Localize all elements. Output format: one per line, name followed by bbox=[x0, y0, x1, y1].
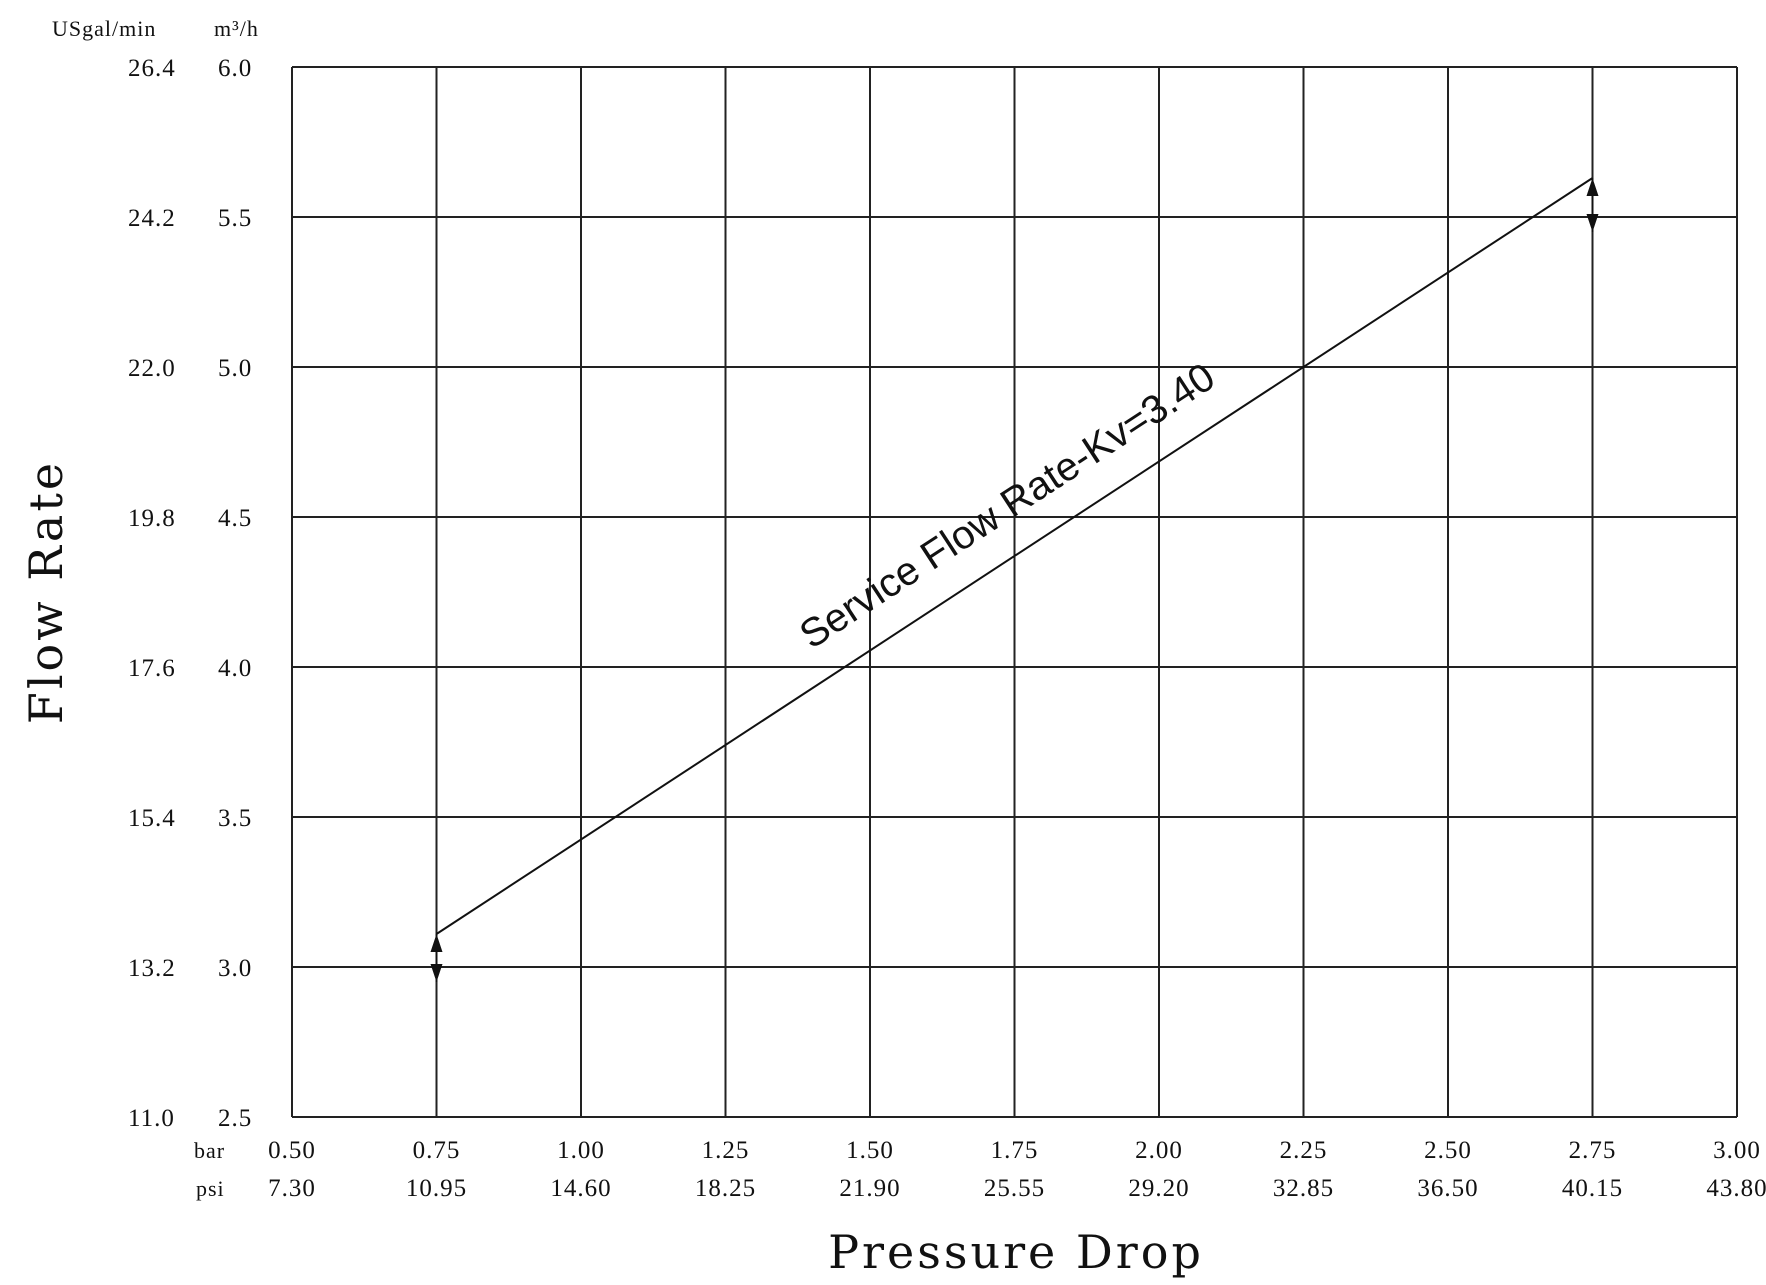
x-tick-label: 1.75 bbox=[991, 1137, 1039, 1164]
y-tick-label-secondary: 11.0 bbox=[128, 1105, 175, 1132]
y-tick-label-secondary: 15.4 bbox=[128, 805, 176, 832]
x-tick-label: 0.75 bbox=[413, 1137, 461, 1164]
x-tick-label: 3.00 bbox=[1713, 1137, 1761, 1164]
arrow-down-icon bbox=[430, 964, 443, 982]
x-axis-ticks: 0.50 7.30 0.75 10.95 1.00 14.60 1.25 18.25 1.50 2… bbox=[268, 1137, 1766, 1202]
x-unit-primary: bar bbox=[194, 1138, 225, 1163]
y-tick-label: 6.0 bbox=[218, 55, 252, 82]
x-tick-label: 1.50 bbox=[846, 1137, 894, 1164]
y-tick-label-secondary: 17.6 bbox=[128, 655, 176, 682]
y-tick-label: 4.5 bbox=[218, 505, 252, 532]
arrow-up-icon bbox=[1586, 178, 1599, 196]
range-marker bbox=[430, 934, 443, 982]
range-marker bbox=[1586, 178, 1599, 232]
x-tick-label: 1.00 bbox=[557, 1137, 605, 1164]
x-tick-label-secondary: 18.25 bbox=[695, 1175, 756, 1202]
x-tick-label-secondary: 7.30 bbox=[268, 1175, 316, 1202]
x-tick-label: 1.25 bbox=[702, 1137, 750, 1164]
x-tick-label-secondary: 36.50 bbox=[1417, 1175, 1478, 1202]
x-tick-label-secondary: 10.95 bbox=[406, 1175, 467, 1202]
x-tick-label-secondary: 25.55 bbox=[984, 1175, 1045, 1202]
x-tick-label-secondary: 21.90 bbox=[839, 1175, 900, 1202]
x-tick-label-secondary: 32.85 bbox=[1273, 1175, 1334, 1202]
arrow-up-icon bbox=[430, 934, 443, 952]
y-unit-primary: m³/h bbox=[214, 16, 259, 41]
x-tick-label-secondary: 14.60 bbox=[550, 1175, 611, 1202]
series-line bbox=[435, 177, 1594, 935]
y-tick-label-secondary: 26.4 bbox=[128, 55, 176, 82]
x-tick-label-secondary: 40.15 bbox=[1562, 1175, 1623, 1202]
x-tick-label: 2.00 bbox=[1135, 1137, 1183, 1164]
y-tick-label: 3.0 bbox=[218, 955, 252, 982]
y-tick-label-secondary: 22.0 bbox=[128, 355, 176, 382]
y-tick-label: 5.5 bbox=[218, 205, 252, 232]
x-tick-label: 2.25 bbox=[1280, 1137, 1328, 1164]
x-tick-label-secondary: 29.20 bbox=[1128, 1175, 1189, 1202]
x-tick-label: 0.50 bbox=[268, 1137, 316, 1164]
grid bbox=[291, 66, 1738, 1118]
y-tick-label-secondary: 19.8 bbox=[128, 505, 176, 532]
x-unit-secondary: psi bbox=[196, 1176, 225, 1201]
arrow-down-icon bbox=[1586, 214, 1599, 232]
y-tick-label: 4.0 bbox=[218, 655, 252, 682]
y-axis-ticks: 2.5 11.0 3.0 13.2 3.5 15.4 4.0 17.6 4.5 19.8 5.0 22… bbox=[128, 55, 252, 1132]
series-layer bbox=[430, 177, 1599, 982]
x-axis-title: Pressure Drop bbox=[828, 1225, 1204, 1279]
y-unit-secondary: USgal/min bbox=[52, 16, 156, 41]
x-tick-label: 2.50 bbox=[1424, 1137, 1472, 1164]
y-tick-label: 3.5 bbox=[218, 805, 252, 832]
y-tick-label: 2.5 bbox=[218, 1105, 252, 1132]
y-axis-title: Flow Rate bbox=[19, 460, 73, 724]
y-tick-label: 5.0 bbox=[218, 355, 252, 382]
x-tick-label: 2.75 bbox=[1569, 1137, 1617, 1164]
x-tick-label-secondary: 43.80 bbox=[1706, 1175, 1766, 1202]
y-tick-label-secondary: 13.2 bbox=[128, 955, 176, 982]
y-tick-label-secondary: 24.2 bbox=[128, 205, 176, 232]
